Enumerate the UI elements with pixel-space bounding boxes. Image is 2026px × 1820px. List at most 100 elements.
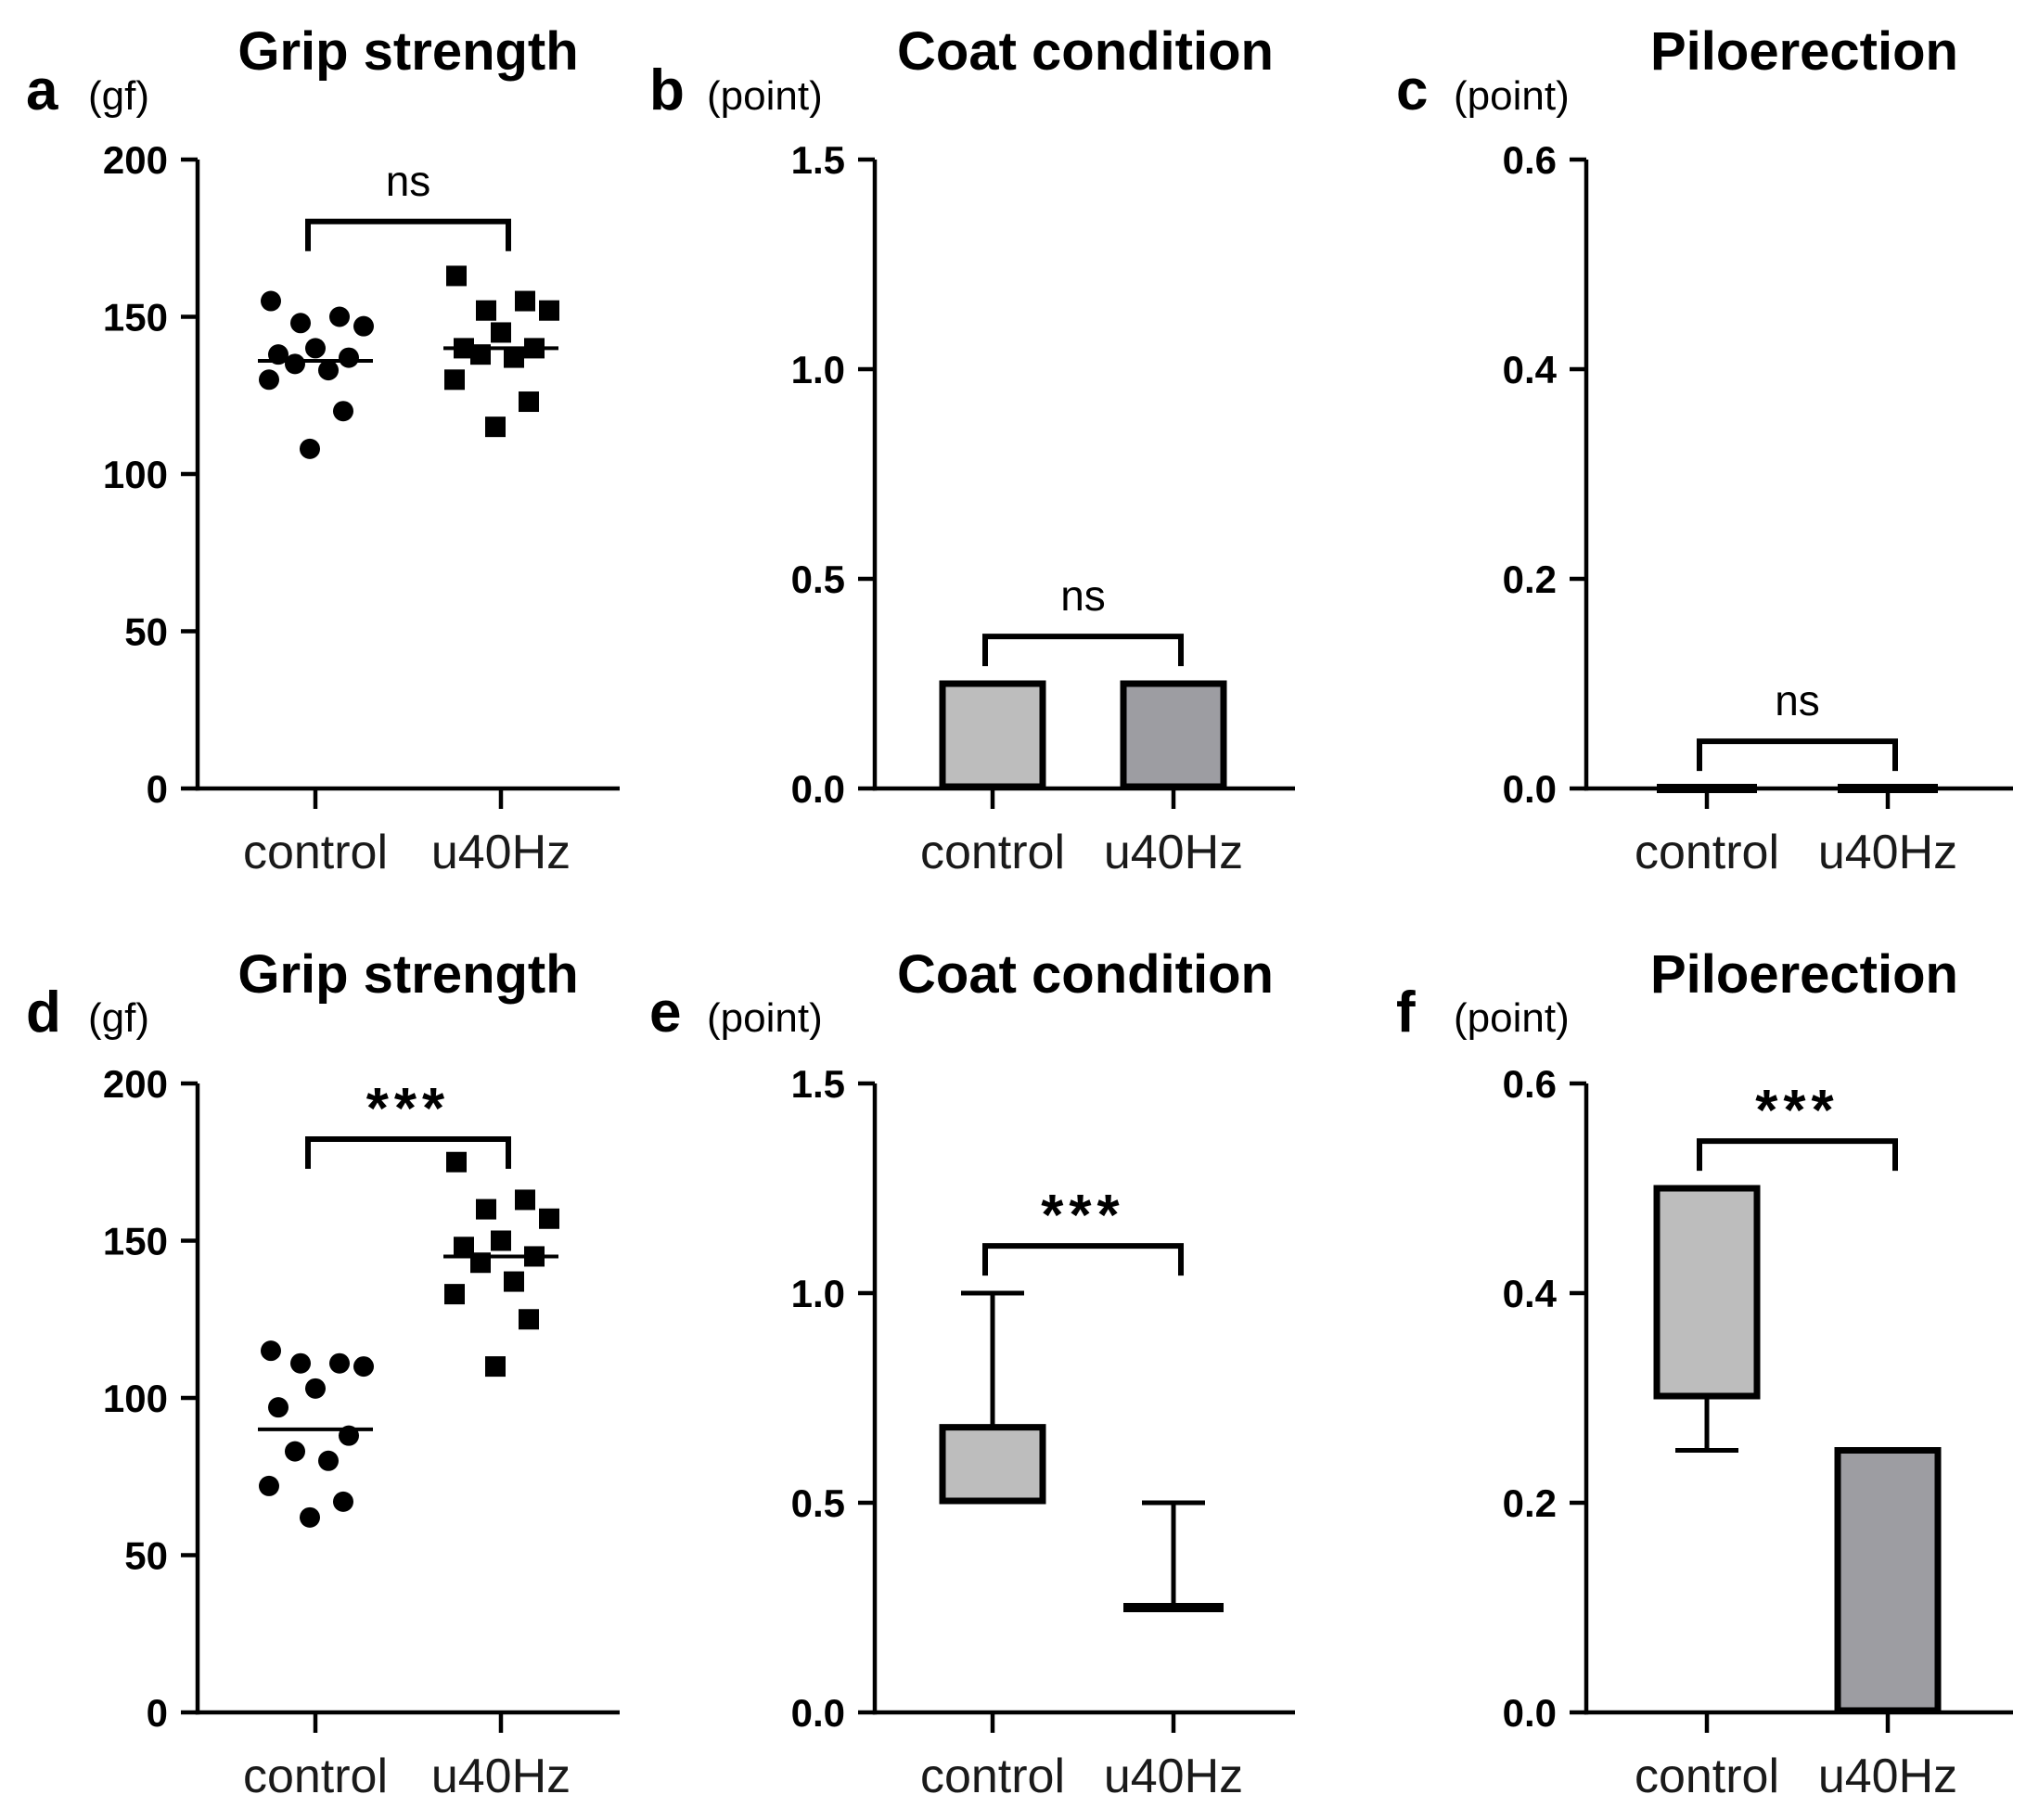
data-point-circle	[290, 1352, 311, 1374]
x-category-label: u40Hz	[1818, 1750, 1957, 1803]
significance-bracket	[982, 1243, 1184, 1276]
panel-title: Piloerection	[1650, 944, 1958, 1005]
significance-bracket	[1697, 738, 1898, 772]
data-point-square	[444, 1284, 465, 1305]
data-point-square	[504, 1271, 524, 1292]
x-category-label: control	[1635, 826, 1779, 879]
y-tick-label: 0.0	[1503, 767, 1557, 811]
y-tick-label: 150	[103, 296, 168, 340]
data-point-circle	[353, 1356, 374, 1378]
box-bar	[939, 680, 1046, 790]
y-tick-label: 0.5	[791, 1481, 845, 1525]
y-tick-label: 0	[147, 767, 168, 811]
panel-letter: c	[1396, 58, 1428, 122]
box-bar	[1653, 1185, 1761, 1400]
data-point-square	[539, 300, 559, 321]
data-point-square	[539, 1208, 559, 1229]
panel-letter: b	[649, 58, 685, 122]
box-bar	[1120, 680, 1227, 790]
data-point-square	[491, 322, 511, 343]
data-point-circle	[333, 1491, 353, 1512]
x-category-label: control	[920, 1750, 1065, 1803]
data-point-circle	[318, 360, 339, 381]
data-point-square	[515, 1189, 535, 1211]
significance-bracket	[1697, 1138, 1898, 1172]
data-point-circle	[339, 347, 359, 368]
data-point-square	[519, 1309, 539, 1330]
y-tick-label: 50	[124, 1534, 168, 1578]
y-tick-label: 100	[103, 1377, 168, 1420]
significance-label: ns	[1060, 571, 1106, 620]
x-category-label: u40Hz	[1104, 1750, 1243, 1803]
y-tick-label: 100	[103, 453, 168, 496]
data-point-circle	[353, 315, 374, 337]
significance-label: ***	[366, 1077, 450, 1141]
panel-d: d (gf) Grip strength 0 50 100 150 200 control u40…	[26, 944, 620, 1803]
y-tick-label: 0.2	[1503, 1481, 1557, 1525]
y-tick-label: 200	[103, 1062, 168, 1106]
panel-letter: d	[26, 980, 61, 1045]
data-point-circle	[285, 353, 305, 375]
x-category-label: control	[243, 1750, 388, 1803]
y-tick-label: 1.0	[791, 1272, 845, 1315]
x-category-label: control	[1635, 1750, 1779, 1803]
x-category-label: u40Hz	[431, 826, 571, 879]
y-tick-label: 1.5	[791, 1062, 845, 1106]
panel-title: Coat condition	[897, 944, 1274, 1005]
data-point-circle	[305, 338, 326, 359]
y-unit-label: (point)	[1454, 73, 1570, 119]
significance-label: ***	[1041, 1184, 1124, 1248]
panel-letter: e	[649, 980, 681, 1045]
y-tick-label: 0.0	[791, 767, 845, 811]
panel-e: e (point) Coat condition 0.0 0.5 1.0 1.5 contro…	[649, 944, 1295, 1803]
data-point-circle	[329, 1352, 350, 1374]
y-tick-label: 50	[124, 610, 168, 654]
y-tick-label: 0.5	[791, 558, 845, 601]
y-tick-label: 0.4	[1503, 348, 1558, 391]
y-tick-label: 1.0	[791, 348, 845, 391]
data-point-circle	[259, 369, 279, 391]
data-point-circle	[333, 401, 353, 422]
y-tick-label: 150	[103, 1220, 168, 1263]
data-point-square	[485, 417, 506, 438]
significance-bracket	[305, 1136, 511, 1169]
data-point-circle	[318, 1450, 339, 1471]
data-point-square	[446, 1151, 467, 1173]
data-point-circle	[261, 1340, 281, 1362]
x-category-label: control	[243, 826, 388, 879]
data-point-circle	[261, 290, 281, 312]
data-point-circle	[268, 1397, 289, 1418]
panel-a: a (gf) Grip strength 0 50 100 150 200 control u40…	[26, 21, 620, 879]
significance-bracket	[982, 634, 1184, 667]
panel-letter: f	[1396, 980, 1416, 1045]
data-point-square	[515, 290, 535, 312]
data-point-circle	[285, 1441, 305, 1462]
y-tick-label: 0.6	[1503, 1062, 1557, 1106]
data-point-circle	[300, 1506, 320, 1528]
box-bar	[939, 1424, 1046, 1505]
y-unit-label: (point)	[707, 995, 823, 1041]
y-unit-label: (point)	[707, 73, 823, 119]
y-tick-label: 0.0	[1503, 1691, 1557, 1735]
data-point-square	[444, 369, 465, 391]
box-flat	[1838, 784, 1938, 793]
significance-label: ns	[1775, 676, 1820, 724]
y-tick-label: 0.2	[1503, 558, 1557, 601]
panel-f: f (point) Piloerection 0.0 0.2 0.4 0.6 control u…	[1396, 944, 2013, 1803]
data-point-circle	[259, 1475, 279, 1496]
panel-title: Coat condition	[897, 21, 1274, 82]
y-tick-label: 0	[147, 1691, 168, 1735]
y-tick-label: 200	[103, 138, 168, 182]
data-point-circle	[300, 438, 320, 459]
y-unit-label: (point)	[1454, 995, 1570, 1041]
panel-letter: a	[26, 58, 58, 122]
panel-c: c (point) Piloerection 0.0 0.2 0.4 0.6 control u…	[1396, 21, 2013, 879]
data-point-square	[485, 1356, 506, 1378]
significance-label: ***	[1755, 1079, 1839, 1143]
panel-title: Piloerection	[1650, 21, 1958, 82]
data-point-square	[504, 347, 524, 368]
data-point-square	[476, 300, 496, 321]
data-point-circle	[329, 306, 350, 327]
x-category-label: u40Hz	[1104, 826, 1243, 879]
y-unit-label: (gf)	[88, 73, 149, 119]
